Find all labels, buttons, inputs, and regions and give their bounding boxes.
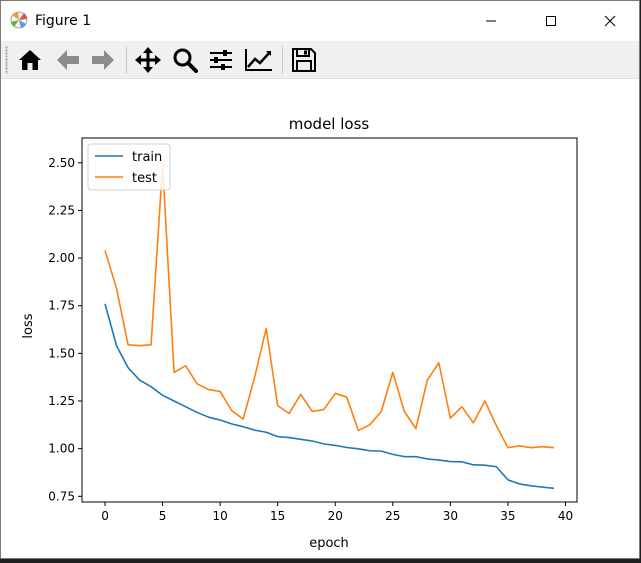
back-button[interactable] [53, 45, 83, 75]
home-icon [19, 50, 41, 70]
zoom-magnifier-icon [173, 48, 198, 73]
save-button[interactable] [289, 45, 319, 75]
pan-move-icon [135, 47, 161, 73]
window-title: Figure 1 [35, 13, 92, 29]
taskbar-edge [0, 559, 641, 563]
y-tick-label: 1.25 [48, 394, 75, 408]
close-button[interactable] [587, 1, 633, 41]
plot-lines [104, 163, 555, 490]
edit-axis-button[interactable] [244, 45, 274, 75]
maximize-button[interactable] [528, 1, 574, 41]
y-tick-label: 1.50 [48, 346, 75, 360]
legend: train test [87, 143, 171, 191]
edit-axis-icon [245, 49, 272, 71]
series-line-test [104, 163, 555, 449]
x-tick-label: 25 [385, 509, 400, 523]
forward-button[interactable] [88, 45, 118, 75]
title-bar[interactable]: Figure 1 [1, 1, 639, 41]
back-arrow-icon [57, 50, 79, 70]
home-button[interactable] [15, 45, 45, 75]
save-floppy-icon [292, 48, 316, 72]
chart-title: model loss [289, 115, 370, 133]
toolbar-separator [126, 46, 127, 74]
y-axis-label: loss [21, 313, 36, 338]
y-tick-label: 1.00 [48, 442, 75, 456]
toolbar-grip[interactable] [5, 46, 8, 74]
x-tick-label: 0 [101, 509, 109, 523]
legend-label-test: test [132, 171, 157, 186]
figure-canvas[interactable]: model loss 0 5 10 15 20 25 30 35 40 0.75 1.00 1.25… [1, 79, 639, 558]
matplotlib-app-icon [10, 11, 28, 29]
forward-arrow-icon [92, 50, 114, 70]
y-tick-label: 0.75 [48, 489, 75, 503]
x-axis-label: epoch [309, 536, 349, 551]
toolbar-separator [282, 46, 283, 74]
y-tick-label: 2.00 [48, 251, 75, 265]
x-tick-label: 15 [270, 509, 285, 523]
minimize-icon [486, 20, 496, 22]
axes-frame [81, 137, 578, 503]
loss-chart: model loss 0 5 10 15 20 25 30 35 40 0.75 1.00 1.25… [21, 115, 578, 551]
series-line-train [104, 303, 555, 490]
x-tick-label: 35 [500, 509, 515, 523]
legend-label-train: train [132, 150, 162, 165]
y-tick-label: 1.75 [48, 299, 75, 313]
x-tick-label: 20 [328, 509, 343, 523]
y-tick-label: 2.25 [48, 203, 75, 217]
navigation-toolbar [1, 41, 639, 79]
close-icon [604, 15, 616, 27]
x-tick-label: 10 [212, 509, 227, 523]
x-tick-label: 40 [558, 509, 573, 523]
maximize-icon [546, 16, 556, 26]
minimize-button[interactable] [468, 1, 514, 41]
subplots-button[interactable] [206, 45, 236, 75]
pan-button[interactable] [133, 45, 163, 75]
x-axis-ticks: 0 5 10 15 20 25 30 35 40 [101, 502, 573, 523]
y-axis-ticks: 0.75 1.00 1.25 1.50 1.75 2.00 2.25 2.50 [48, 156, 82, 503]
y-tick-label: 2.50 [48, 156, 75, 170]
x-tick-label: 30 [443, 509, 458, 523]
subplots-config-icon [210, 50, 232, 70]
x-tick-label: 5 [159, 509, 167, 523]
zoom-button[interactable] [170, 45, 200, 75]
